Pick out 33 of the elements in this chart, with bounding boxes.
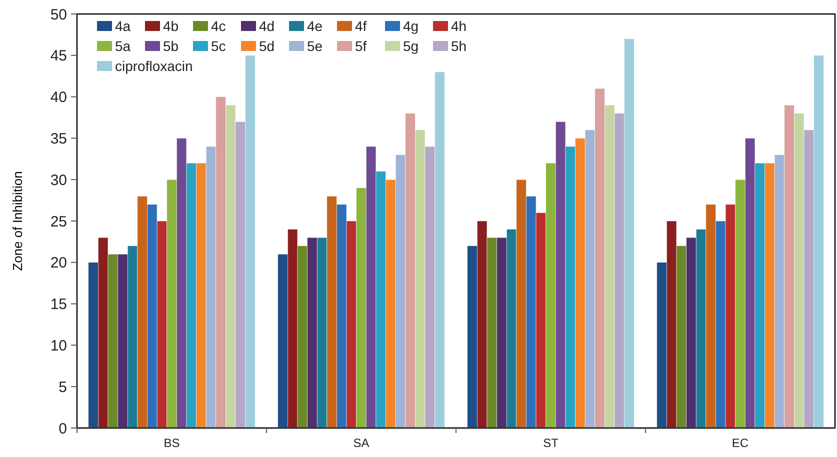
legend-label: 4e (307, 18, 323, 34)
y-tick-label: 5 (58, 378, 67, 396)
legend-label: 4c (211, 18, 226, 34)
y-tick-label: 45 (50, 48, 67, 65)
x-tick-label: SA (353, 436, 370, 450)
x-tick-label: EC (732, 436, 749, 450)
legend-label: 4a (115, 18, 131, 34)
y-tick-label: 15 (50, 296, 67, 314)
x-tick-label: ST (543, 436, 560, 450)
y-tick-label: 50 (50, 6, 67, 24)
y-tick-label: 10 (50, 337, 67, 354)
legend-label: 5h (451, 38, 467, 54)
legend-label: 5c (211, 38, 226, 54)
y-tick-label: 35 (50, 130, 67, 148)
y-axis-title: Zone of Inhibition (10, 171, 25, 271)
legend-label: ciprofloxacin (115, 58, 193, 74)
legend-label: 4h (451, 18, 467, 34)
legend-label: 4b (163, 18, 179, 34)
legend-label: 4d (259, 18, 275, 34)
legend-label: 4f (355, 18, 367, 34)
y-tick-label: 25 (50, 213, 67, 230)
y-tick-label: 30 (50, 172, 67, 189)
legend-label: 5d (259, 38, 275, 54)
legend-label: 5e (307, 38, 323, 54)
legend-label: 5b (163, 38, 179, 54)
y-tick-label: 0 (58, 420, 67, 438)
y-tick-label: 40 (50, 89, 67, 106)
y-tick-label: 20 (50, 254, 67, 272)
x-tick-label: BS (164, 436, 180, 450)
legend-label: 5a (115, 38, 131, 54)
legend-label: 5f (355, 38, 367, 54)
legend-label: 4g (403, 18, 419, 34)
legend-label: 5g (403, 38, 419, 54)
